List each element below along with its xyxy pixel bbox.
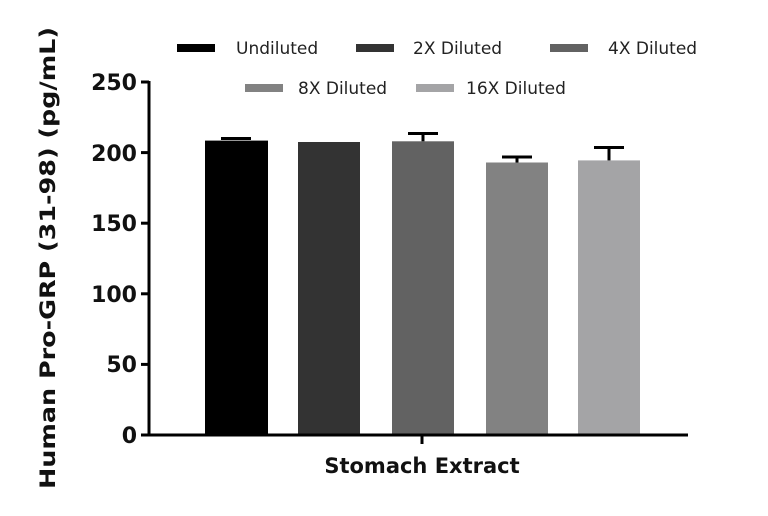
legend-swatch — [245, 84, 283, 92]
error-bar-16x-diluted — [594, 146, 624, 161]
y-tick-150: 150 — [91, 212, 137, 237]
y-tick-labels: 0 50 100 150 200 250 — [91, 71, 137, 449]
bar-16x-diluted — [578, 160, 640, 435]
y-tick-50: 50 — [106, 353, 137, 378]
legend-label: Undiluted — [236, 39, 318, 59]
error-bars — [221, 132, 624, 163]
bars — [205, 140, 640, 436]
legend-item-2x-diluted: 2X Diluted — [356, 39, 502, 59]
legend-swatch — [416, 84, 454, 92]
legend-item-undiluted: Undiluted — [177, 39, 318, 59]
legend-label: 4X Diluted — [608, 39, 697, 59]
error-bar-4x-diluted — [408, 132, 438, 142]
legend-swatch — [550, 44, 588, 52]
y-tick-100: 100 — [91, 283, 137, 308]
legend-swatch — [356, 44, 394, 52]
legend-label: 16X Diluted — [466, 79, 566, 99]
legend-item-4x-diluted: 4X Diluted — [550, 39, 697, 59]
y-tick-200: 200 — [91, 142, 137, 167]
bar-4x-diluted — [392, 141, 454, 436]
y-axis — [141, 80, 151, 437]
y-tick-0: 0 — [122, 424, 137, 449]
legend-label: 2X Diluted — [413, 39, 502, 59]
legend-item-8x-diluted: 8X Diluted — [245, 79, 387, 99]
legend-item-16x-diluted: 16X Diluted — [416, 79, 566, 99]
x-axis-title: Stomach Extract — [324, 454, 519, 478]
x-axis — [147, 433, 688, 444]
bar-2x-diluted — [298, 142, 360, 435]
legend-label: 8X Diluted — [298, 79, 387, 99]
legend: Undiluted 2X Diluted 4X Diluted 8X Dilut… — [177, 39, 697, 99]
bar-8x-diluted — [486, 162, 548, 435]
legend-swatch — [177, 44, 215, 52]
y-axis-title: Human Pro-GRP (31-98) (pg/mL) — [36, 27, 60, 489]
error-bar-8x-diluted — [502, 155, 532, 163]
bar-undiluted — [205, 140, 268, 435]
y-tick-250: 250 — [91, 71, 137, 96]
